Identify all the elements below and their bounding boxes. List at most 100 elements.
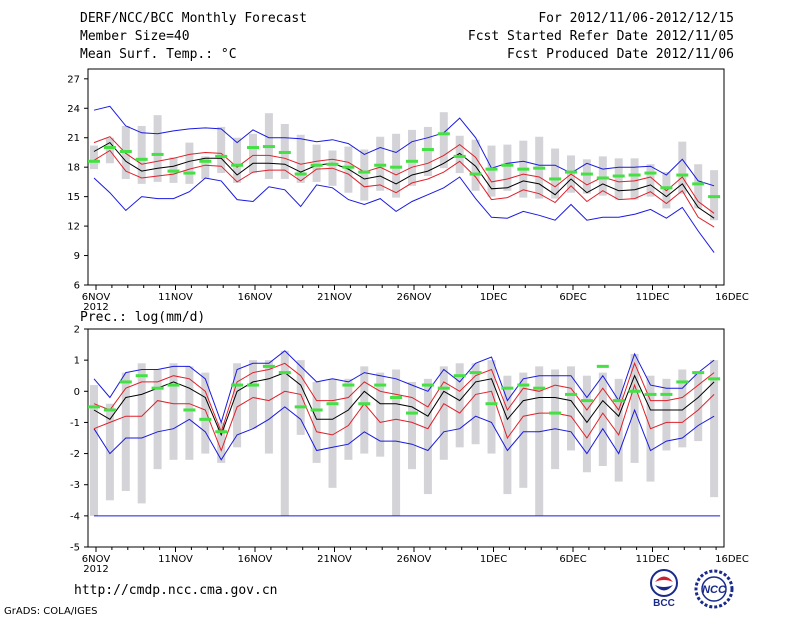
median-mark <box>358 170 371 174</box>
ensemble-box <box>105 403 114 501</box>
ensemble-box <box>264 360 273 454</box>
median-mark <box>199 417 212 421</box>
x-tick-label: 16DEC <box>715 292 749 303</box>
ensemble-mean-line <box>93 141 715 219</box>
forecast-period: For 2012/11/06-2012/12/15 <box>538 11 734 26</box>
median-mark <box>501 163 514 167</box>
ensemble-box <box>296 134 305 183</box>
x-tick-label: 1DEC <box>480 554 507 565</box>
ensemble-box <box>630 158 639 200</box>
ensemble-box <box>137 125 146 184</box>
median-mark <box>708 195 721 199</box>
x-tick-label: 26NOV <box>397 554 432 565</box>
median-mark <box>342 383 355 387</box>
median-mark <box>533 386 546 390</box>
ensemble-box <box>535 366 544 516</box>
ensemble-box <box>582 375 591 473</box>
x-tick-label: 11NOV <box>158 554 193 565</box>
median-mark <box>390 396 403 400</box>
median-mark <box>596 364 609 368</box>
x-tick-label: 16NOV <box>238 292 273 303</box>
median-mark <box>262 364 275 368</box>
median-mark <box>549 177 562 181</box>
y-tick-label: 2 <box>74 325 80 336</box>
ensemble-box <box>233 137 242 183</box>
ensemble-box <box>614 158 623 200</box>
ensemble-box <box>392 369 401 516</box>
median-mark <box>247 146 259 150</box>
median-mark <box>533 166 546 170</box>
upper-inner-line <box>93 136 715 214</box>
upper-outer-line <box>93 105 715 187</box>
median-mark <box>517 167 530 171</box>
ensemble-box <box>312 144 321 182</box>
median-mark <box>549 411 562 415</box>
member-size: Member Size=40 <box>80 29 190 44</box>
median-mark <box>406 159 418 163</box>
started-date: Fcst Started Refer Date 2012/11/05 <box>467 29 734 44</box>
y-tick-label: -5 <box>70 543 80 554</box>
median-mark <box>612 399 625 403</box>
ensemble-box <box>455 363 464 448</box>
x-tick-label: 16DEC <box>715 554 749 565</box>
median-mark <box>580 399 593 403</box>
ensemble-box <box>678 141 687 194</box>
y-tick-label: -4 <box>70 511 80 522</box>
ensemble-box <box>249 360 257 429</box>
median-mark <box>199 159 212 163</box>
ensemble-box <box>662 378 671 451</box>
median-mark <box>517 383 530 387</box>
ensemble-box <box>487 145 496 197</box>
ensemble-box <box>185 366 194 460</box>
ensemble-box <box>582 159 591 194</box>
y-tick-label: 12 <box>67 222 80 233</box>
ensemble-box <box>598 156 607 196</box>
ensemble-box <box>439 112 448 169</box>
ensemble-box <box>694 372 703 442</box>
temperature-panel: 6 9 12 15 18 21 24 27 6NOV 11NOV 16NOV 21NOV 26NOV 1D… <box>67 68 749 313</box>
median-mark <box>453 374 466 378</box>
ncc-logo: NCC <box>694 569 734 609</box>
grads-credit: GrADS: COLA/IGES <box>4 606 98 617</box>
y-tick-label: -3 <box>70 480 80 491</box>
median-mark <box>215 430 228 434</box>
median-mark <box>358 402 371 406</box>
ensemble-box <box>121 372 130 491</box>
y-tick-label: 18 <box>67 163 80 174</box>
lower-outer-line <box>93 176 715 253</box>
median-mark <box>676 380 689 384</box>
median-mark <box>151 152 164 156</box>
x-tick-year: 2012 <box>83 564 108 575</box>
lower-inner-line <box>93 383 715 452</box>
median-mark <box>294 405 307 409</box>
y-tick-label: 1 <box>74 356 80 367</box>
ensemble-box <box>90 145 98 170</box>
x-tick-label: 6NOV <box>82 292 111 303</box>
median-mark <box>342 165 355 169</box>
ensemble-box <box>519 372 528 488</box>
source-url[interactable]: http://cmdp.ncc.cma.gov.cn <box>74 583 278 598</box>
median-mark <box>676 173 689 177</box>
y-tick-label: 15 <box>67 192 80 203</box>
variable-label: Mean Surf. Temp.: °C <box>80 47 237 62</box>
median-mark <box>437 386 450 390</box>
median-mark <box>310 408 323 412</box>
median-mark <box>88 159 100 163</box>
median-mark <box>406 411 418 415</box>
median-mark <box>374 163 387 167</box>
median-mark <box>565 392 577 396</box>
ensemble-box <box>503 144 512 191</box>
median-mark <box>580 172 593 176</box>
median-mark <box>151 386 164 390</box>
median-mark <box>231 163 244 167</box>
x-tick-year: 2012 <box>83 302 108 313</box>
x-tick-label: 26NOV <box>397 292 432 303</box>
lower-outer-line <box>93 406 715 461</box>
median-mark <box>485 167 498 171</box>
ensemble-box <box>360 366 369 454</box>
ensemble-box <box>90 385 98 516</box>
median-mark <box>453 154 466 158</box>
x-tick-label: 21NOV <box>317 554 352 565</box>
median-mark <box>294 172 307 176</box>
y-tick-label: 0 <box>74 387 80 398</box>
